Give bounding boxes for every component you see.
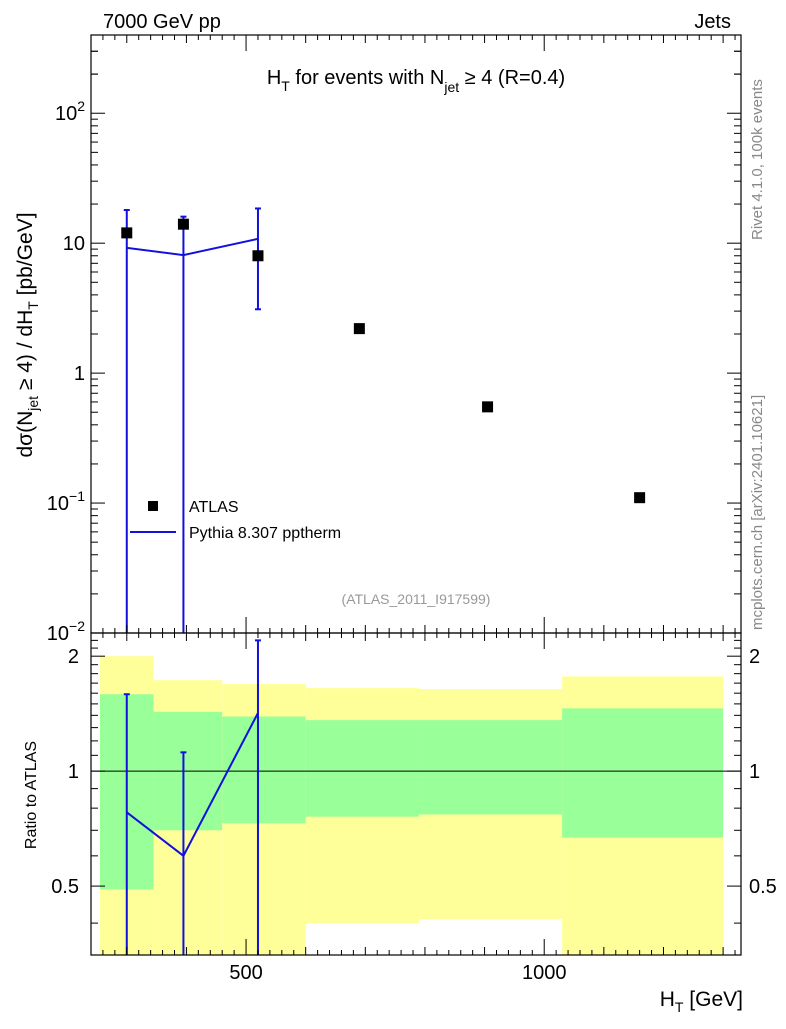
- ylabel-part-0: dσ(N: [14, 411, 37, 458]
- main-ytick-label-4: 10−2: [47, 618, 85, 645]
- xlabel-part-1: T: [675, 999, 684, 1015]
- ylabel-part-2: ≥ 4) / dH: [14, 310, 37, 396]
- legend: ATLAS Pythia 8.307 pptherm: [130, 499, 341, 542]
- main-ytick-label-1: 10: [63, 233, 85, 255]
- main-mc-line: [126, 237, 259, 257]
- main-ytick-label-0: 102: [55, 98, 85, 125]
- ratio-ytick-label-right-1: 1: [749, 761, 760, 783]
- main-ytick-exp: 2: [77, 98, 85, 114]
- band-inner-3: [305, 720, 419, 817]
- main-frame: [90, 34, 742, 634]
- data-point-5: [634, 492, 646, 504]
- ratio-ytick-label-right-2: 0.5: [749, 876, 777, 898]
- main-ytick-exp: −2: [69, 618, 85, 634]
- main-ytick-label-2: 1: [74, 363, 85, 385]
- legend-mc-label: Pythia 8.307 pptherm: [189, 525, 341, 542]
- title-part-1: T: [281, 78, 290, 94]
- band-inner-4: [418, 720, 563, 815]
- band-inner-5: [562, 708, 724, 838]
- title-part-4: ≥ 4 (R=0.4): [459, 67, 565, 89]
- main-ytick-base: 10: [63, 233, 85, 255]
- ylabel-part-1: jet: [25, 396, 41, 412]
- ylabel-part-3: T: [25, 301, 41, 310]
- data-point-4: [482, 401, 494, 413]
- main-title: HT for events with Njet ≥ 4 (R=0.4): [267, 67, 565, 95]
- xlabel-part-2: [GeV]: [683, 988, 743, 1011]
- process-label: Jets: [694, 11, 731, 33]
- title-part-3: jet: [443, 79, 459, 95]
- title-part-0: H: [267, 67, 281, 89]
- main-ylabel: dσ(Njet ≥ 4) / dHT [pb/GeV]: [14, 212, 41, 457]
- ratio-ytick-label-left-0: 2: [68, 646, 79, 668]
- x-tick-label-1: 1000: [522, 962, 567, 984]
- x-tick-label-0: 500: [229, 962, 262, 984]
- data-point-0: [121, 227, 133, 239]
- energy-label: 7000 GeV pp: [103, 11, 221, 33]
- data-point-2: [252, 250, 264, 262]
- ratio-ytick-label-left-1: 1: [68, 761, 79, 783]
- main-mc-series: [123, 207, 261, 633]
- legend-atlas-label: ATLAS: [189, 499, 239, 516]
- xlabel-part-0: H: [660, 988, 675, 1011]
- mcplots-label: mcplots.cern.ch [arXiv:2401.10621]: [749, 395, 766, 630]
- ratio-ytick-label-left-2: 0.5: [51, 876, 79, 898]
- ratio-bands: [99, 656, 724, 955]
- band-inner-2: [222, 716, 306, 824]
- rivet-label: Rivet 4.1.0, 100k events: [749, 79, 766, 240]
- ratio-mc-series: [123, 639, 261, 955]
- ratio-ytick-label-right-0: 2: [749, 646, 760, 668]
- main-ytick-base: 1: [74, 363, 85, 385]
- main-ytick-base: 10: [47, 623, 69, 645]
- ratio-ylabel: Ratio to ATLAS: [23, 741, 40, 849]
- main-ytick-base: 10: [47, 493, 69, 515]
- main-ytick-label-3: 10−1: [47, 488, 85, 515]
- data-point-3: [353, 323, 365, 335]
- title-part-2: for events with N: [290, 67, 445, 89]
- main-data-series: [121, 218, 646, 504]
- analysis-id: (ATLAS_2011_I917599): [342, 591, 491, 607]
- legend-atlas-marker: [148, 501, 158, 511]
- main-ytick-base: 10: [55, 103, 77, 125]
- main-ytick-exp: −1: [69, 488, 85, 504]
- x-axis-label: HT [GeV]: [660, 988, 743, 1015]
- data-point-1: [177, 218, 189, 230]
- ylabel-part-4: [pb/GeV]: [14, 212, 37, 301]
- ratio-frame: [90, 632, 742, 956]
